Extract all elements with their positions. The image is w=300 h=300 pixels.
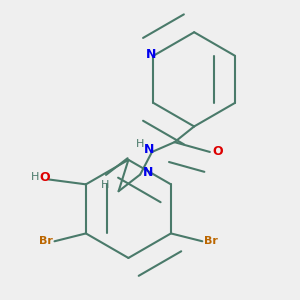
Text: N: N (143, 166, 153, 179)
Text: H: H (31, 172, 39, 182)
Text: N: N (144, 142, 154, 155)
Text: H: H (101, 180, 109, 190)
Text: N: N (146, 48, 157, 61)
Text: O: O (212, 146, 223, 158)
Text: O: O (39, 171, 50, 184)
Text: H: H (136, 139, 144, 149)
Text: Br: Br (204, 236, 218, 246)
Text: Br: Br (39, 236, 52, 246)
